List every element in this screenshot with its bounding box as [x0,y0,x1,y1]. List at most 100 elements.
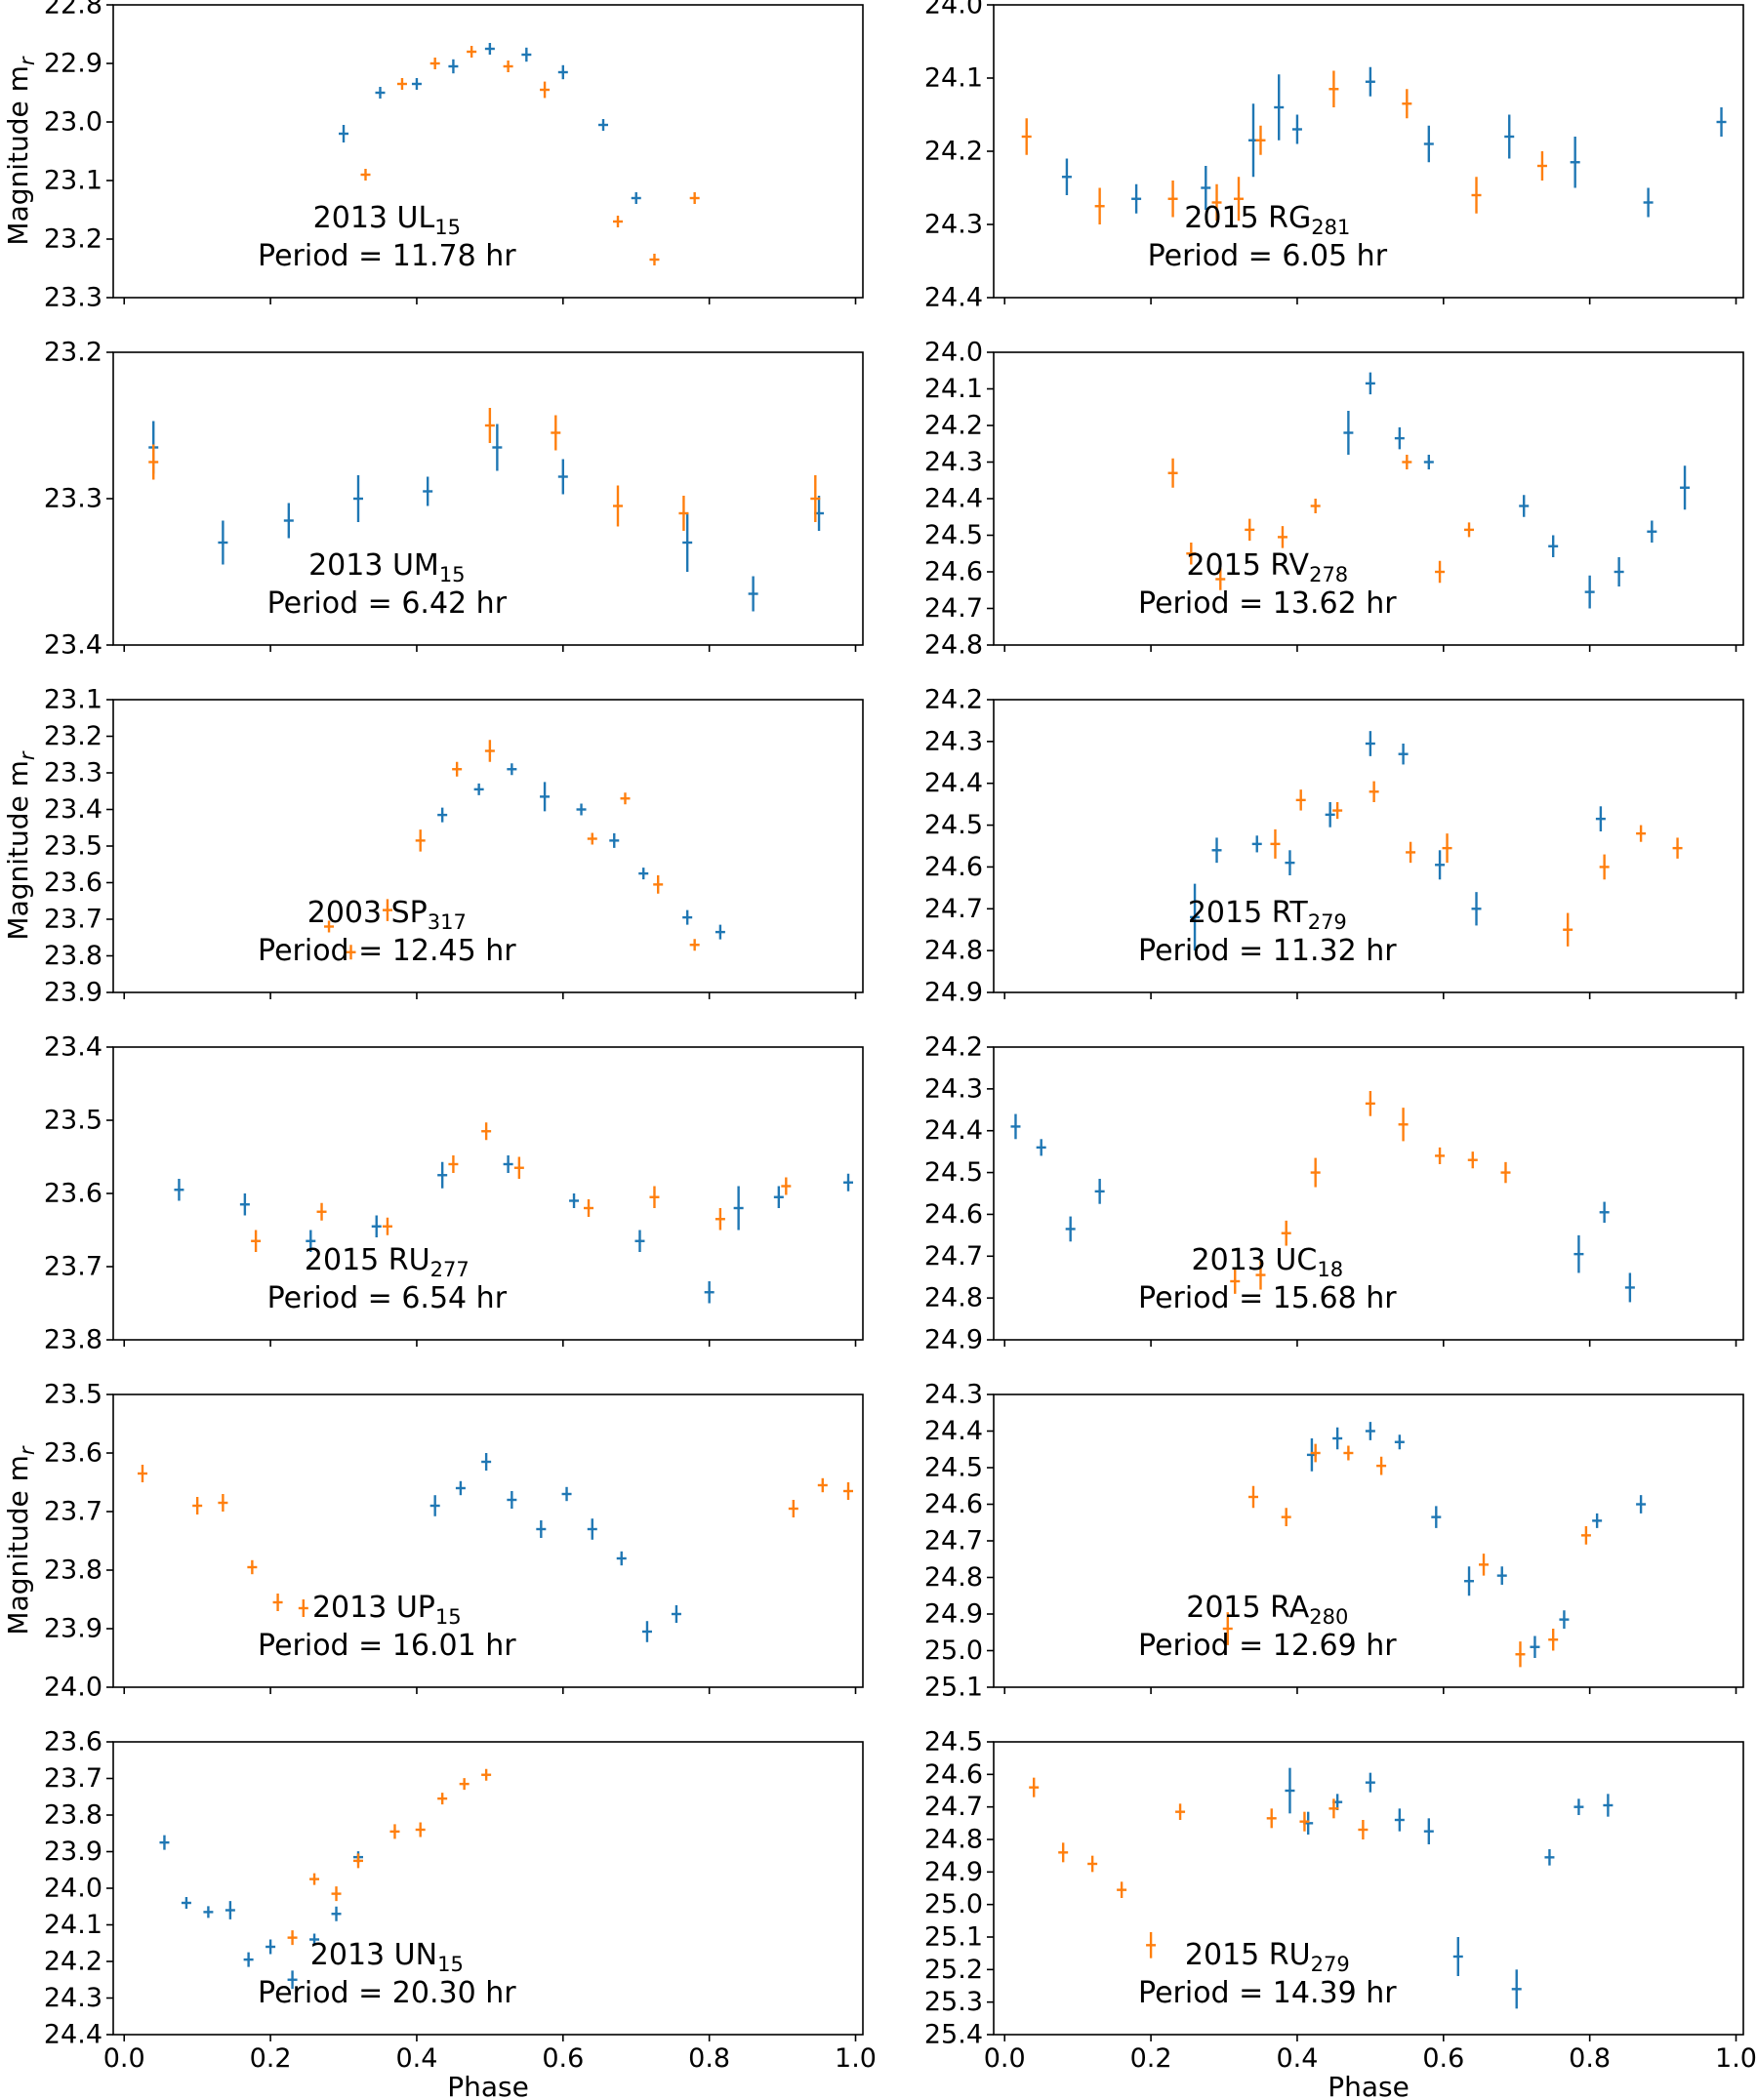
data-point [689,192,700,204]
y-tick-label: 23.4 [44,1032,102,1063]
data-point [287,1930,298,1946]
data-point [1530,1636,1540,1658]
y-tick-label: 24.5 [924,520,983,550]
y-tick-label: 24.2 [924,137,983,167]
data-point [1394,426,1405,450]
y-tick-label: 25.2 [924,1955,983,1985]
y-tick-label: 23.4 [44,794,102,825]
data-point [569,1193,580,1208]
data-point [671,1605,681,1623]
data-point [1255,1260,1266,1290]
y-tick-label: 23.1 [44,685,102,715]
data-point [1624,1272,1635,1303]
data-point [481,1768,492,1781]
panel-2015_RV278: 24.0 24.1 24.2 24.3 24.4 24.5 24.6 24.7 24.8 2015… [924,338,1744,661]
y-tick-label: 25.0 [924,1636,983,1666]
data-point [1376,1456,1387,1475]
object-name-base: 2013 UC [1192,1243,1318,1277]
data-point [1471,177,1482,214]
data-point [324,920,335,933]
series-orange [148,408,821,531]
period-label: Period = 11.32 hr [1138,934,1397,968]
panel-2015_RT279: 24.2 24.3 24.4 24.5 24.6 24.7 24.8 24.9 2015 RT2… [924,685,1744,1008]
data-point [1471,892,1482,926]
y-tick-label: 24.0 [924,0,983,20]
data-point [1548,535,1559,557]
data-point [1131,183,1142,214]
y-tick-label: 24.8 [924,1562,983,1593]
data-point [1716,107,1727,137]
series-blue [429,1453,681,1642]
y-axis-label: Magnitude mr [2,750,39,941]
data-point [316,1202,327,1221]
y-tick-label: 24.0 [44,1673,102,1703]
data-point [1343,1445,1354,1461]
panel-2013_UC18: 24.2 24.3 24.4 24.5 24.6 24.7 24.8 24.9 2013 UC1… [924,1032,1744,1355]
data-point [239,1193,250,1216]
data-point [1398,1108,1409,1142]
data-point [1511,1969,1522,2009]
y-tick-label: 24.9 [924,1857,983,1887]
data-point [1479,1554,1490,1576]
y-tick-label: 24.7 [924,894,983,924]
data-point [452,761,463,777]
data-point [634,1230,645,1252]
data-point [1570,137,1580,188]
data-point [587,832,597,845]
y-tick-label: 24.9 [924,1325,983,1355]
data-point [616,1551,627,1566]
data-point [423,476,433,506]
data-point [557,64,568,80]
data-point [507,763,517,776]
data-point [561,1486,572,1502]
y-axis-label: Magnitude mr [2,56,39,246]
data-point [733,1186,744,1231]
data-point [1435,850,1446,880]
object-name-sub: 277 [430,1258,470,1281]
data-point [1548,1629,1559,1651]
y-tick-label: 24.8 [924,936,983,966]
data-point [1643,187,1654,218]
series-orange [1270,781,1683,947]
object-name-sub: 15 [437,1953,464,1976]
data-point [1559,1610,1570,1629]
y-tick-label: 24.3 [924,1380,983,1410]
series-orange [1167,455,1475,590]
object-name-label: 2015 RV278 [1186,548,1348,586]
y-tick-label: 24.2 [924,1032,983,1063]
data-point [1423,125,1434,163]
x-tick-label: 0.4 [395,2043,437,2074]
data-point [557,459,568,495]
y-tick-label: 24.8 [924,1825,983,1855]
data-point [346,945,356,960]
y-tick-label: 23.1 [44,166,102,196]
data-point [1442,833,1452,864]
data-point [1029,1777,1040,1797]
axes-frame [112,1393,864,1688]
panel-2003_SP317: 23.1 23.2 23.3 23.4 23.5 23.6 23.7 23.8 23.9 Magn… [2,685,864,1008]
axes-frame [993,699,1744,993]
data-point [503,61,513,72]
data-point [481,1122,492,1141]
data-point [389,1824,400,1839]
data-point [1636,825,1647,842]
y-tick-label: 23.6 [44,1438,102,1469]
data-point [218,520,228,565]
object-name-label: 2015 RU279 [1185,1938,1350,1976]
data-point [536,1520,547,1538]
data-point [148,444,159,480]
y-tick-label: 24.6 [924,1199,983,1230]
data-point [1328,70,1339,107]
y-tick-label: 24.9 [924,1599,983,1630]
series-orange [251,1122,792,1252]
data-point [1365,1091,1375,1116]
data-point [484,408,495,443]
y-axis-label-sub: r [16,1445,39,1455]
object-name-sub: 278 [1309,563,1348,586]
data-point [467,46,477,58]
data-point [1222,1612,1233,1645]
